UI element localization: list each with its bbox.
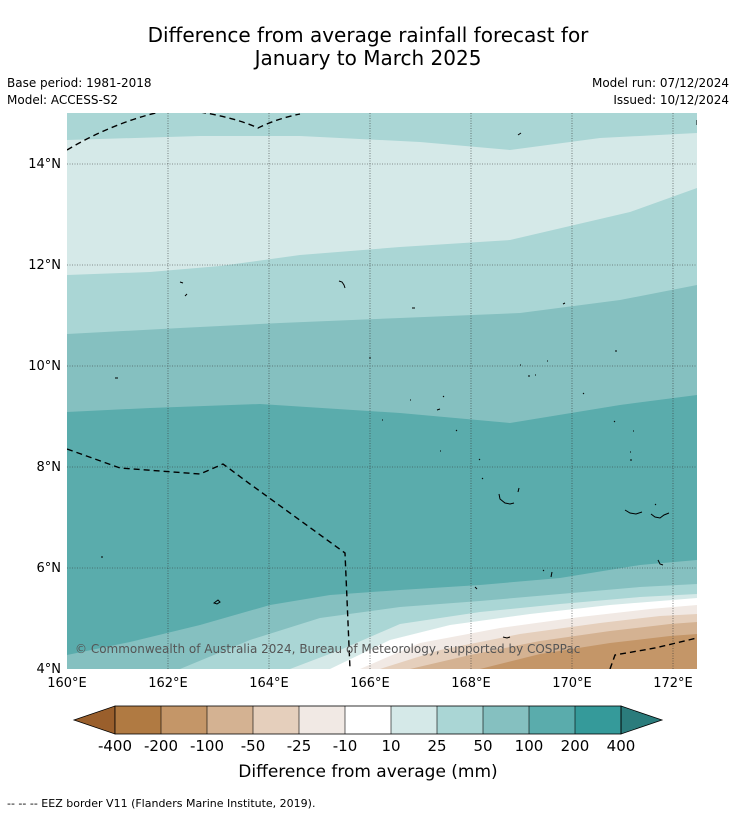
colorbar-swatch (345, 706, 391, 734)
colorbar-tick: -200 (144, 737, 178, 755)
latitude-labels: 4°N 6°N 8°N 10°N 12°N 14°N (28, 157, 61, 677)
colorbar-tick: 10 (381, 737, 400, 755)
chart-title-line-2: January to March 2025 (254, 46, 482, 70)
lat-label: 8°N (37, 460, 62, 475)
copyright-text: © Commonwealth of Australia 2024, Bureau… (75, 642, 580, 656)
colorbar-extend-low (72, 705, 116, 735)
base-period-label: Base period: 1981-2018 (7, 76, 152, 90)
chart-title-line-1: Difference from average rainfall forecas… (147, 23, 589, 47)
lat-label: 12°N (28, 258, 61, 273)
colorbar-tick: -50 (241, 737, 266, 755)
colorbar-tick: 50 (473, 737, 492, 755)
lat-label: 10°N (28, 359, 61, 374)
lon-label: 172°E (653, 676, 693, 691)
colorbar-swatch (207, 706, 253, 734)
band-10-25 (67, 133, 697, 275)
eez-footnote: -- -- -- EEZ border V11 (Flanders Marine… (7, 797, 316, 810)
lon-label: 164°E (249, 676, 289, 691)
band-minus100-minus200 (480, 634, 697, 669)
lon-label: 168°E (451, 676, 491, 691)
colorbar-swatch (575, 706, 621, 734)
colorbar-tick: 200 (561, 737, 590, 755)
colorbar-swatch (437, 706, 483, 734)
colorbar-title: Difference from average (mm) (238, 762, 498, 782)
lat-label: 14°N (28, 157, 61, 172)
lat-label: 6°N (37, 561, 62, 576)
colorbar-swatch (529, 706, 575, 734)
colorbar-extend-high (620, 705, 664, 735)
lon-label: 170°E (552, 676, 592, 691)
lat-label: 4°N (37, 662, 62, 677)
lon-label: 160°E (47, 676, 87, 691)
colorbar-swatch (483, 706, 529, 734)
model-run-label: Model run: 07/12/2024 (591, 76, 729, 90)
longitude-labels: 160°E 162°E 164°E 166°E 168°E 170°E 172°… (47, 676, 693, 691)
lon-label: 162°E (148, 676, 188, 691)
colorbar-tick: -400 (98, 737, 132, 755)
rainfall-anomaly-map: © Commonwealth of Australia 2024, Bureau… (67, 113, 697, 669)
issued-label: Issued: 10/12/2024 (613, 93, 729, 107)
graticule (67, 113, 697, 669)
eez-border (67, 113, 697, 669)
colorbar-tick: 400 (607, 737, 636, 755)
colorbar-tick: -10 (333, 737, 358, 755)
islands (101, 120, 697, 639)
colorbar-tick: -100 (190, 737, 224, 755)
colorbar-swatch (161, 706, 207, 734)
colorbar-swatch (115, 706, 161, 734)
colorbar-tick: 25 (427, 737, 446, 755)
colorbar-tick: -25 (287, 737, 312, 755)
colorbar: -400 -200 -100 -50 -25 -10 10 25 50 100 … (72, 705, 664, 755)
colorbar-swatch (391, 706, 437, 734)
lon-label: 166°E (350, 676, 390, 691)
colorbar-tick: 100 (515, 737, 544, 755)
model-label: Model: ACCESS-S2 (7, 93, 119, 107)
colorbar-tick-labels: -400 -200 -100 -50 -25 -10 10 25 50 100 … (98, 737, 635, 755)
colorbar-swatch (299, 706, 345, 734)
colorbar-swatch (253, 706, 299, 734)
